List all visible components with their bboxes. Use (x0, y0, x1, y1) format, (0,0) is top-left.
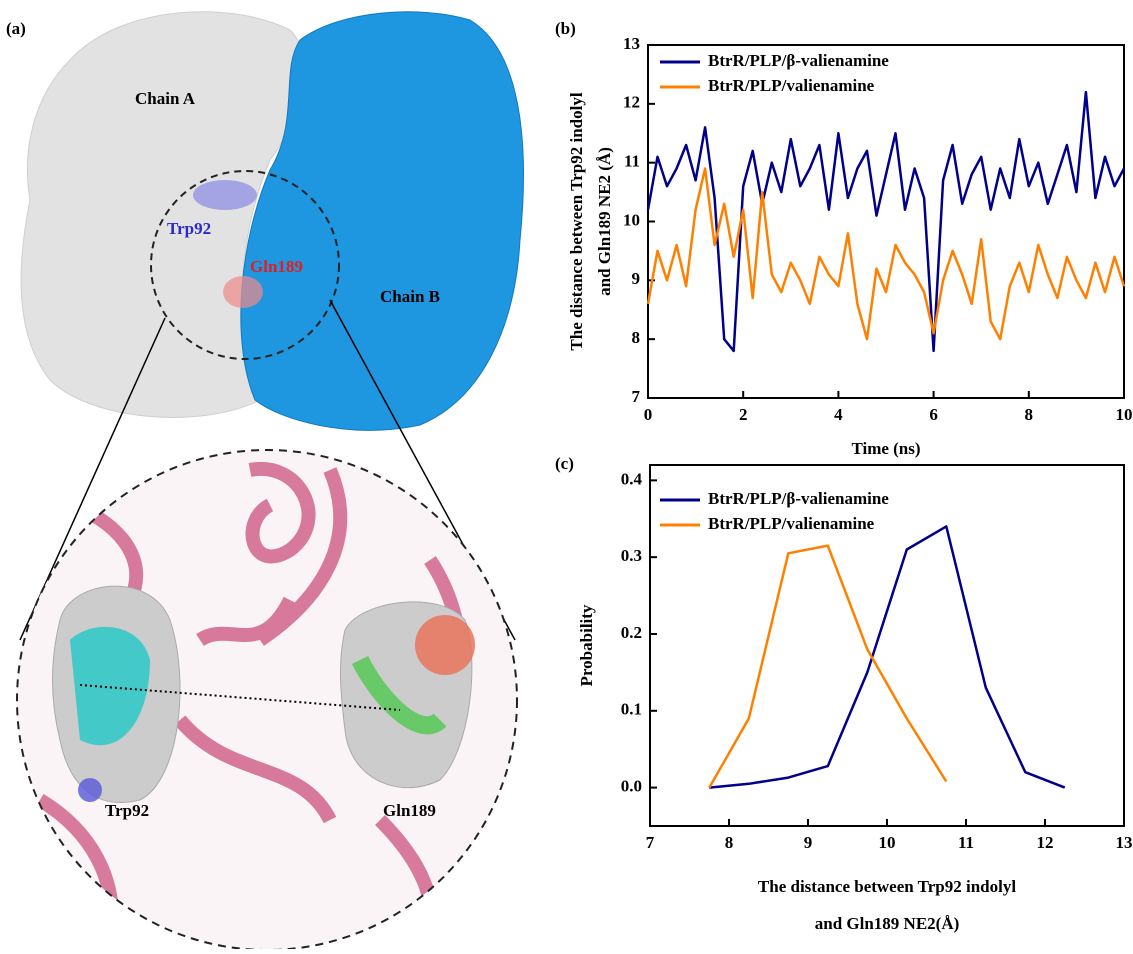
residue-label: Trp92 (105, 801, 149, 820)
y-tick-label: 0.1 (621, 700, 642, 719)
panel-label: (a) (6, 19, 26, 38)
x-tick-label: 7 (646, 833, 655, 852)
x-tick-label: 10 (1116, 405, 1133, 424)
x-tick-label: 9 (804, 833, 813, 852)
y-axis-title: and Gln189 NE2 (Å) (595, 147, 614, 296)
y-tick-label: 8 (632, 328, 641, 347)
x-tick-label: 13 (1116, 833, 1133, 852)
y-tick-label: 0.2 (621, 623, 642, 642)
y-tick-label: 7 (632, 387, 641, 406)
x-axis-title: The distance between Trp92 indolyl (758, 877, 1016, 896)
x-tick-label: 6 (929, 405, 938, 424)
x-axis-title: Time (ns) (851, 439, 920, 458)
distance-line (79, 684, 401, 711)
x-tick-label: 8 (725, 833, 734, 852)
y-tick-label: 13 (623, 34, 640, 53)
x-tick-label: 0 (644, 405, 653, 424)
chain-b-surface (240, 11, 524, 431)
y-axis-title: Probability (577, 604, 596, 686)
panel-label: (c) (555, 454, 574, 473)
x-tick-label: 10 (879, 833, 896, 852)
series-line (708, 544, 948, 789)
trp-mesh (193, 180, 257, 210)
legend-label: BtrR/PLP/β-valienamine (708, 51, 889, 70)
gln-mesh (223, 276, 263, 308)
y-tick-label: 0.3 (621, 546, 642, 565)
legend-label: BtrR/PLP/valienamine (708, 76, 875, 95)
legend-label: BtrR/PLP/valienamine (708, 514, 875, 533)
panel-a: (a) (6, 11, 524, 951)
series-line (646, 167, 1126, 341)
y-tick-label: 0.4 (621, 469, 643, 488)
y-tick-label: 10 (623, 210, 640, 229)
x-tick-label: 12 (1037, 833, 1054, 852)
x-tick-label: 2 (739, 405, 748, 424)
x-axis-title: and Gln189 NE2(Å) (815, 914, 960, 933)
focus-circle (150, 170, 340, 360)
residue-label: Trp92 (167, 219, 211, 238)
panel-label: (b) (555, 19, 576, 38)
y-tick-label: 11 (624, 152, 640, 171)
x-tick-label: 11 (958, 833, 974, 852)
residue-label: Gln189 (250, 257, 303, 276)
legend-label: BtrR/PLP/β-valienamine (708, 489, 889, 508)
x-tick-label: 8 (1025, 405, 1034, 424)
zoom-view (17, 450, 517, 950)
y-tick-label: 0.0 (621, 777, 642, 796)
x-tick-label: 4 (834, 405, 843, 424)
y-tick-label: 12 (623, 93, 640, 112)
residue-label: Gln189 (383, 801, 436, 820)
y-axis-title: The distance between Trp92 indolyl (567, 92, 586, 350)
chain-label: Chain B (380, 287, 440, 306)
chain-label: Chain A (135, 89, 196, 108)
series-line (709, 525, 1066, 789)
y-tick-label: 9 (632, 269, 641, 288)
series-line (646, 90, 1126, 353)
